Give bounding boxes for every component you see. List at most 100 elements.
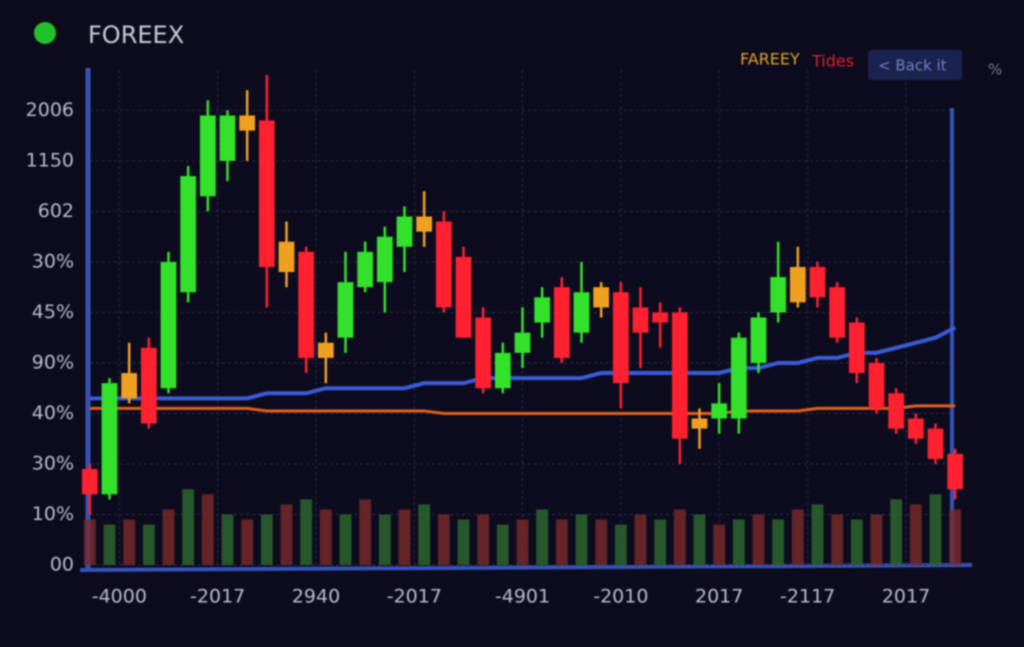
candle-body bbox=[593, 287, 610, 308]
button-label[interactable]: < Back it bbox=[878, 57, 947, 75]
legend-entry: FAREEY bbox=[740, 50, 800, 69]
candle-body bbox=[829, 287, 846, 338]
y-tick-label: 40% bbox=[32, 402, 74, 424]
x-tick-label: 2017 bbox=[695, 586, 743, 608]
x-tick-label: 2017 bbox=[882, 586, 930, 608]
candle-body bbox=[868, 362, 885, 409]
candle-body bbox=[730, 337, 747, 419]
volume-bar bbox=[673, 509, 686, 565]
y-tick-label: 30% bbox=[32, 250, 74, 272]
bottom-axis bbox=[79, 563, 973, 572]
volume-bar bbox=[929, 494, 942, 565]
x-tick-label: -2117 bbox=[780, 586, 835, 608]
volume-bar bbox=[221, 514, 234, 565]
volume-bar bbox=[319, 509, 332, 565]
volume-bar bbox=[457, 519, 470, 565]
candle-body bbox=[416, 216, 433, 232]
volume-bar bbox=[595, 519, 608, 565]
volume-bar bbox=[516, 519, 529, 565]
y-tick-label: 00 bbox=[50, 554, 74, 576]
legend-entry: Tides bbox=[811, 52, 854, 71]
volume-bar bbox=[811, 504, 824, 565]
x-tick-label: 2940 bbox=[292, 586, 340, 608]
volume-bar bbox=[496, 524, 509, 565]
candle-body bbox=[180, 176, 197, 293]
volume-bar bbox=[949, 509, 962, 565]
candle-body bbox=[612, 292, 629, 384]
volume-bar bbox=[575, 514, 588, 565]
status-dot bbox=[34, 22, 56, 44]
volume-bar bbox=[752, 514, 765, 565]
candle-body bbox=[632, 307, 649, 333]
x-tick-label: -2017 bbox=[190, 586, 245, 608]
volume-bar bbox=[241, 519, 254, 565]
y-tick-label: 45% bbox=[32, 301, 74, 323]
x-tick-label: -4000 bbox=[92, 586, 147, 608]
volume-bar bbox=[850, 519, 863, 565]
candle-body bbox=[278, 241, 295, 273]
y-tick-label: 10% bbox=[32, 503, 74, 525]
x-tick-label: -2017 bbox=[387, 586, 442, 608]
candle-body bbox=[671, 312, 688, 439]
candle-body bbox=[140, 347, 157, 424]
volume-bar bbox=[398, 509, 411, 565]
line-series bbox=[89, 325, 957, 401]
chart-title: FOREEX bbox=[88, 21, 184, 49]
volume-bar bbox=[890, 499, 903, 565]
volume-bar bbox=[182, 489, 195, 565]
y-tick-label: 1150 bbox=[26, 149, 74, 171]
candle-body bbox=[711, 403, 728, 419]
candle-body bbox=[101, 383, 118, 495]
volume-bar bbox=[732, 519, 745, 565]
candle-body bbox=[219, 115, 236, 161]
candle-body bbox=[534, 297, 551, 323]
candle-body bbox=[888, 393, 905, 429]
corner-text: % bbox=[988, 61, 1002, 79]
volume-bar bbox=[477, 514, 490, 565]
candle-body bbox=[750, 317, 767, 363]
candle-body bbox=[317, 342, 334, 358]
candle-body bbox=[475, 317, 492, 389]
y-tick-label: 602 bbox=[38, 200, 74, 222]
volume-bar bbox=[713, 524, 726, 565]
y-tick-label: 2006 bbox=[26, 99, 74, 121]
candle-body bbox=[573, 292, 590, 333]
candle-body bbox=[652, 312, 669, 323]
candle-body bbox=[81, 469, 98, 495]
volume-bar bbox=[339, 514, 352, 565]
candle-body bbox=[258, 120, 275, 267]
volume-bar bbox=[83, 519, 96, 565]
volume-bar bbox=[418, 504, 431, 565]
volume-bar bbox=[772, 519, 785, 565]
candle-body bbox=[199, 115, 216, 197]
volume-bar bbox=[201, 494, 214, 565]
candle-body bbox=[121, 373, 138, 399]
candle-body bbox=[947, 453, 964, 490]
y-tick-label: 30% bbox=[32, 452, 74, 474]
volume-bar bbox=[300, 499, 313, 565]
volume-bar bbox=[791, 509, 804, 565]
y-tick-label: 90% bbox=[32, 351, 74, 373]
volume-bar bbox=[123, 519, 136, 565]
volume-bar bbox=[359, 499, 372, 565]
candle-body bbox=[376, 236, 393, 283]
volume-bar bbox=[260, 514, 273, 565]
volume-bar bbox=[909, 504, 922, 565]
candle-body bbox=[553, 287, 570, 358]
volume-bar bbox=[378, 514, 391, 565]
candle-body bbox=[691, 418, 708, 429]
volume-bar bbox=[162, 509, 175, 565]
candle-body bbox=[809, 266, 826, 298]
candle-body bbox=[789, 266, 806, 303]
candle-body bbox=[514, 332, 531, 353]
line-series bbox=[89, 404, 956, 415]
candle-body bbox=[848, 322, 865, 374]
x-tick-label: -2010 bbox=[593, 586, 648, 608]
candle-body bbox=[455, 256, 472, 338]
candle-body bbox=[770, 277, 787, 313]
back-button[interactable] bbox=[868, 50, 962, 80]
volume-bar bbox=[536, 509, 549, 565]
volume-bar bbox=[103, 524, 116, 565]
volume-bar bbox=[870, 514, 883, 565]
